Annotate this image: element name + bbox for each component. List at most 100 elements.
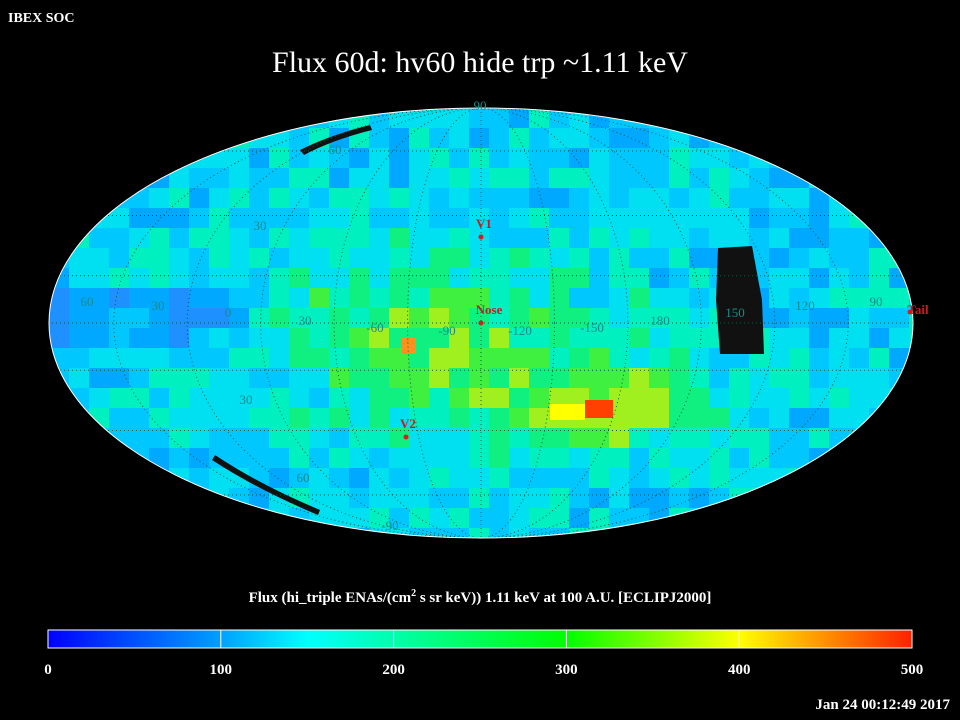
- sky-cell: [629, 428, 649, 448]
- sky-cell: [489, 448, 509, 468]
- sky-cell: [389, 368, 409, 388]
- sky-cell: [469, 268, 489, 288]
- sky-cell: [449, 408, 469, 428]
- sky-cell: [689, 348, 709, 368]
- sky-cell: [429, 128, 449, 148]
- sky-cell: [489, 368, 509, 388]
- sky-cell: [629, 408, 649, 428]
- grid-label: -60: [366, 320, 383, 335]
- grid-label: 120: [795, 298, 815, 313]
- sky-cell: [489, 148, 509, 168]
- sky-cell: [69, 328, 89, 348]
- sky-cell: [469, 468, 489, 488]
- sky-cell: [309, 288, 329, 308]
- sky-cell: [169, 208, 189, 228]
- sky-cell: [309, 248, 329, 268]
- sky-cell: [229, 428, 249, 448]
- sky-cell: [589, 368, 609, 388]
- sky-cell: [849, 388, 869, 408]
- sky-cell: [589, 288, 609, 308]
- sky-cell: [729, 408, 749, 428]
- sky-cell: [909, 308, 913, 328]
- sky-cell: [609, 368, 629, 388]
- grid-label: 0: [225, 305, 232, 320]
- sky-cell: [309, 208, 329, 228]
- sky-cell: [849, 288, 869, 308]
- sky-cell: [609, 508, 629, 528]
- sky-cell: [549, 148, 569, 168]
- sky-cell: [429, 488, 449, 508]
- sky-cell: [509, 128, 529, 148]
- sky-cell: [349, 208, 369, 228]
- sky-cell: [649, 288, 669, 308]
- sky-cell: [189, 188, 209, 208]
- sky-cell: [869, 328, 889, 348]
- sky-cell: [69, 348, 89, 368]
- sky-cell: [169, 248, 189, 268]
- sky-cell: [689, 388, 709, 408]
- sky-cell: [449, 348, 469, 368]
- sky-cell: [849, 348, 869, 368]
- sky-cell: [649, 328, 669, 348]
- sky-cell: [629, 388, 649, 408]
- sky-cell: [209, 348, 229, 368]
- sky-cell: [429, 288, 449, 308]
- sky-cell: [789, 288, 809, 308]
- sky-cell: [349, 448, 369, 468]
- sky-cell: [669, 428, 689, 448]
- sky-cell: [569, 288, 589, 308]
- sky-cell: [509, 228, 529, 248]
- marker-label: V2: [400, 416, 416, 431]
- sky-cell: [429, 108, 449, 128]
- sky-cell: [229, 148, 249, 168]
- sky-cell: [769, 208, 789, 228]
- sky-cell: [769, 328, 789, 348]
- sky-cell: [109, 288, 129, 308]
- sky-cell: [189, 428, 209, 448]
- sky-cell: [689, 188, 709, 208]
- sky-cell: [389, 468, 409, 488]
- sky-cell: [169, 348, 189, 368]
- grid-label: 30: [299, 313, 312, 328]
- sky-cell: [609, 348, 629, 368]
- sky-cell: [529, 328, 549, 348]
- sky-cell: [669, 348, 689, 368]
- sky-cell: [389, 428, 409, 448]
- sky-cell: [449, 148, 469, 168]
- sky-cell: [409, 448, 429, 468]
- sky-cell: [369, 148, 389, 168]
- sky-cell: [249, 488, 269, 508]
- sky-cell: [469, 448, 489, 468]
- sky-cell: [689, 408, 709, 428]
- grid-label: 30: [152, 298, 165, 313]
- sky-cell: [789, 228, 809, 248]
- sky-cell: [349, 488, 369, 508]
- sky-cell: [609, 148, 629, 168]
- sky-cell: [309, 428, 329, 448]
- sky-cell: [749, 428, 769, 448]
- sky-cell: [109, 348, 129, 368]
- sky-cell: [409, 288, 429, 308]
- sky-cell: [429, 168, 449, 188]
- source-label: IBEX SOC: [8, 11, 75, 26]
- sky-cell: [449, 248, 469, 268]
- sky-cell: [809, 328, 829, 348]
- sky-cell: [849, 248, 869, 268]
- sky-cell: [329, 268, 349, 288]
- sky-cell: [509, 528, 529, 538]
- sky-cell: [169, 328, 189, 348]
- sky-cell: [449, 428, 469, 448]
- sky-cell: [549, 348, 569, 368]
- sky-cell: [529, 408, 549, 428]
- sky-cell: [269, 168, 289, 188]
- meridian: [333, 108, 629, 538]
- sky-cell: [529, 228, 549, 248]
- sky-cell: [529, 448, 549, 468]
- sky-cell: [589, 148, 609, 168]
- sky-cell: [689, 468, 709, 488]
- sky-cell: [89, 308, 109, 328]
- sky-cell: [409, 308, 429, 328]
- sky-cell: [409, 168, 429, 188]
- sky-cell: [489, 288, 509, 308]
- sky-cell: [569, 488, 589, 508]
